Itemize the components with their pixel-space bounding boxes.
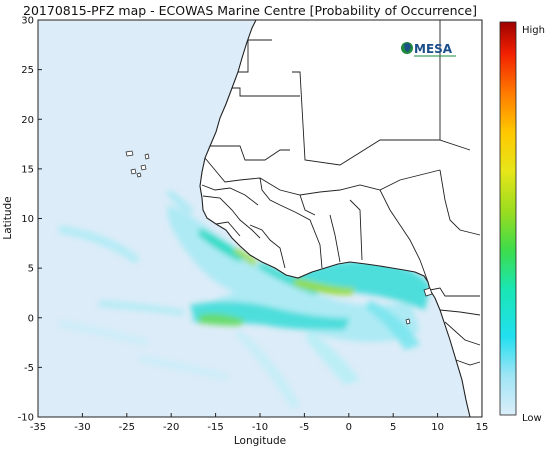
x-tick-label: -25 — [119, 422, 135, 433]
y-tick-label: 20 — [21, 115, 34, 126]
country-borders — [201, 20, 481, 366]
y-tick-label: 30 — [21, 16, 34, 27]
x-tick-label: -5 — [299, 422, 309, 433]
colorbar-low-label: Low — [522, 413, 542, 424]
y-axis-title: Latitude — [2, 196, 14, 239]
x-tick-label: -10 — [252, 422, 268, 433]
y-tick-label: 5 — [28, 264, 34, 275]
x-tick-label: 0 — [346, 422, 352, 433]
cape-verde-islands — [125, 150, 150, 178]
x-tick-label: -30 — [74, 422, 90, 433]
map-plot-area — [38, 20, 482, 417]
x-axis-title: Longitude — [234, 435, 286, 447]
mesa-logo: MESA — [401, 42, 456, 57]
colorbar-gradient — [499, 21, 517, 416]
x-tick-label: -15 — [207, 422, 223, 433]
x-axis: -35 -30 -25 -20 -15 -10 -5 0 5 10 15 — [30, 413, 489, 433]
logo-text: MESA — [414, 42, 453, 56]
x-tick-label: 10 — [431, 422, 444, 433]
y-tick-label: 0 — [28, 313, 34, 324]
y-tick-label: -10 — [18, 413, 34, 424]
land-layer — [125, 20, 482, 417]
y-tick-label: -5 — [24, 363, 34, 374]
y-axis: -10 -5 0 5 10 15 20 25 30 — [18, 16, 42, 424]
probability-layer — [58, 190, 430, 410]
y-tick-label: 25 — [21, 65, 34, 76]
colorbar: High Low — [499, 21, 545, 424]
x-tick-label: 15 — [476, 422, 489, 433]
colorbar-high-label: High — [522, 25, 545, 36]
map-title: 20170815-PFZ map - ECOWAS Marine Centre … — [23, 3, 477, 18]
x-tick-label: 5 — [390, 422, 396, 433]
x-tick-label: -35 — [30, 422, 46, 433]
y-tick-label: 10 — [21, 214, 34, 225]
x-tick-label: -20 — [163, 422, 179, 433]
y-tick-label: 15 — [21, 164, 34, 175]
